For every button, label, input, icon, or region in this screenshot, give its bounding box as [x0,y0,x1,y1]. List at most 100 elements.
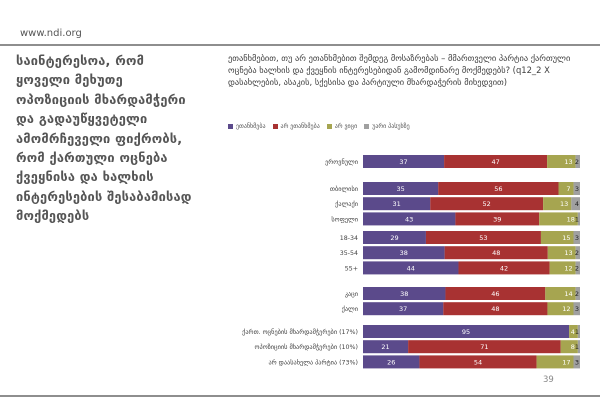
bar-segment-refused [577,340,580,354]
data-label-dont-know: 18 [567,215,575,223]
bar-segment-disagree [425,231,541,244]
bar-segment-agree [363,197,431,211]
category-label: ქართ. ოცნების მხარდამჭერები (17%) [242,327,358,336]
data-label-refused: 2 [575,158,579,166]
data-label-disagree: 47 [491,158,499,166]
slide-title: საინტერესოა, რომ ყოველი მეხუთე ოპოზიციის… [16,54,192,225]
data-label-refused: 1 [575,328,579,336]
data-label-disagree: 46 [491,290,499,298]
bar-segment-agree [363,155,445,168]
data-label-agree: 38 [400,290,408,298]
bar-segment-disagree [438,182,559,195]
bar-segment-dont-know [545,287,576,300]
data-label-dont-know: 13 [560,200,568,208]
data-label-disagree: 53 [479,234,487,242]
bar-segment-agree [363,212,456,226]
top-divider [0,44,600,46]
bar-segment-agree [363,340,409,354]
data-label-agree: 95 [462,328,470,336]
bar-segment-refused [575,246,580,260]
category-label: 18-34 [340,235,358,242]
bar-segment-dont-know [536,355,574,369]
data-label-disagree: 52 [483,200,491,208]
data-label-dont-know: 13 [564,249,572,257]
data-label-dont-know: 12 [564,264,572,272]
data-label-dont-know: 7 [566,185,570,193]
bar-segment-agree [363,287,446,300]
data-label-agree: 43 [405,215,413,223]
legend-label-refused: უარი პასუხზე [372,123,410,130]
category-label: ქალი [342,305,358,313]
bar-segment-dont-know [560,340,578,354]
bar-segment-agree [363,355,420,369]
chart-legend: ეთანხმება არ ეთანხმება არ ვიცი უარი პასუ… [228,123,410,130]
bar-segment-disagree [408,340,561,354]
bar-segment-refused [577,212,580,226]
data-label-dont-know: 14 [564,290,572,298]
bar-segment-agree [363,182,439,195]
data-label-refused: 3 [575,305,579,313]
data-label-agree: 37 [399,305,407,313]
category-label: ეროვნული [325,157,358,166]
category-label: არ დაასახელა პარტია (73%) [268,357,358,366]
legend-item-dont-know: არ ვიცი [326,123,358,130]
bar-segment-dont-know [547,302,574,316]
legend-item-disagree: არ ეთანხმება [272,123,320,130]
data-label-refused: 2 [575,249,579,257]
category-label: ქალაქი [335,200,358,208]
legend-swatch-refused [364,124,370,129]
legend-label-agree: ეთანხმება [236,123,266,130]
data-label-disagree: 56 [494,185,502,193]
data-label-disagree: 42 [500,264,508,272]
bar-segment-refused [575,155,580,168]
data-label-disagree: 48 [491,305,499,313]
bar-segment-agree [363,231,426,244]
bar-segment-refused [573,231,580,244]
category-label: თბილისი [330,185,358,193]
bar-segment-refused [577,325,580,338]
bar-segment-dont-know [569,325,578,338]
data-label-dont-know: 4 [571,328,575,336]
legend-label-disagree: არ ეთანხმება [280,123,320,130]
data-label-refused: 1 [575,343,579,351]
survey-question: ეთანხმებით, თუ არ ეთანხმებით შემდეგ მოსა… [228,53,571,87]
bar-segment-dont-know [547,155,576,168]
site-url[interactable]: www.ndi.org [20,28,82,39]
bar-segment-disagree [430,197,544,211]
data-label-refused: 1 [575,215,579,223]
bar-segment-agree [363,246,445,260]
data-label-disagree: 71 [480,343,488,351]
data-label-dont-know: 17 [562,358,570,366]
page-number: 39 [543,375,554,385]
data-label-dont-know: 8 [571,343,575,351]
data-label-agree: 38 [400,249,408,257]
data-label-refused: 2 [575,290,579,298]
bar-segment-refused [575,261,580,275]
data-label-dont-know: 15 [562,234,570,242]
bar-segment-refused [571,197,580,211]
category-label: კაცი [345,291,358,298]
legend-label-dont-know: არ ვიცი [334,123,358,130]
bar-segment-refused [573,302,580,316]
bar-segment-disagree [445,287,546,300]
legend-swatch-agree [228,124,233,129]
data-label-agree: 21 [381,343,389,351]
bar-segment-agree [363,261,459,275]
data-label-dont-know: 13 [564,158,572,166]
bar-segment-disagree [444,246,548,260]
data-label-refused: 2 [575,264,579,272]
data-label-refused: 3 [575,234,579,242]
bar-segment-agree [363,325,570,338]
data-label-agree: 26 [387,358,395,366]
bar-segment-disagree [455,212,540,226]
data-label-agree: 35 [396,185,404,193]
bar-segment-refused [573,182,580,195]
category-label: 35-54 [340,250,358,257]
bar-segment-disagree [419,355,537,369]
bar-segment-refused [573,355,580,369]
bar-segment-agree [363,302,444,316]
data-label-agree: 29 [390,234,398,242]
data-label-agree: 31 [392,200,400,208]
bar-segment-dont-know [540,231,574,244]
